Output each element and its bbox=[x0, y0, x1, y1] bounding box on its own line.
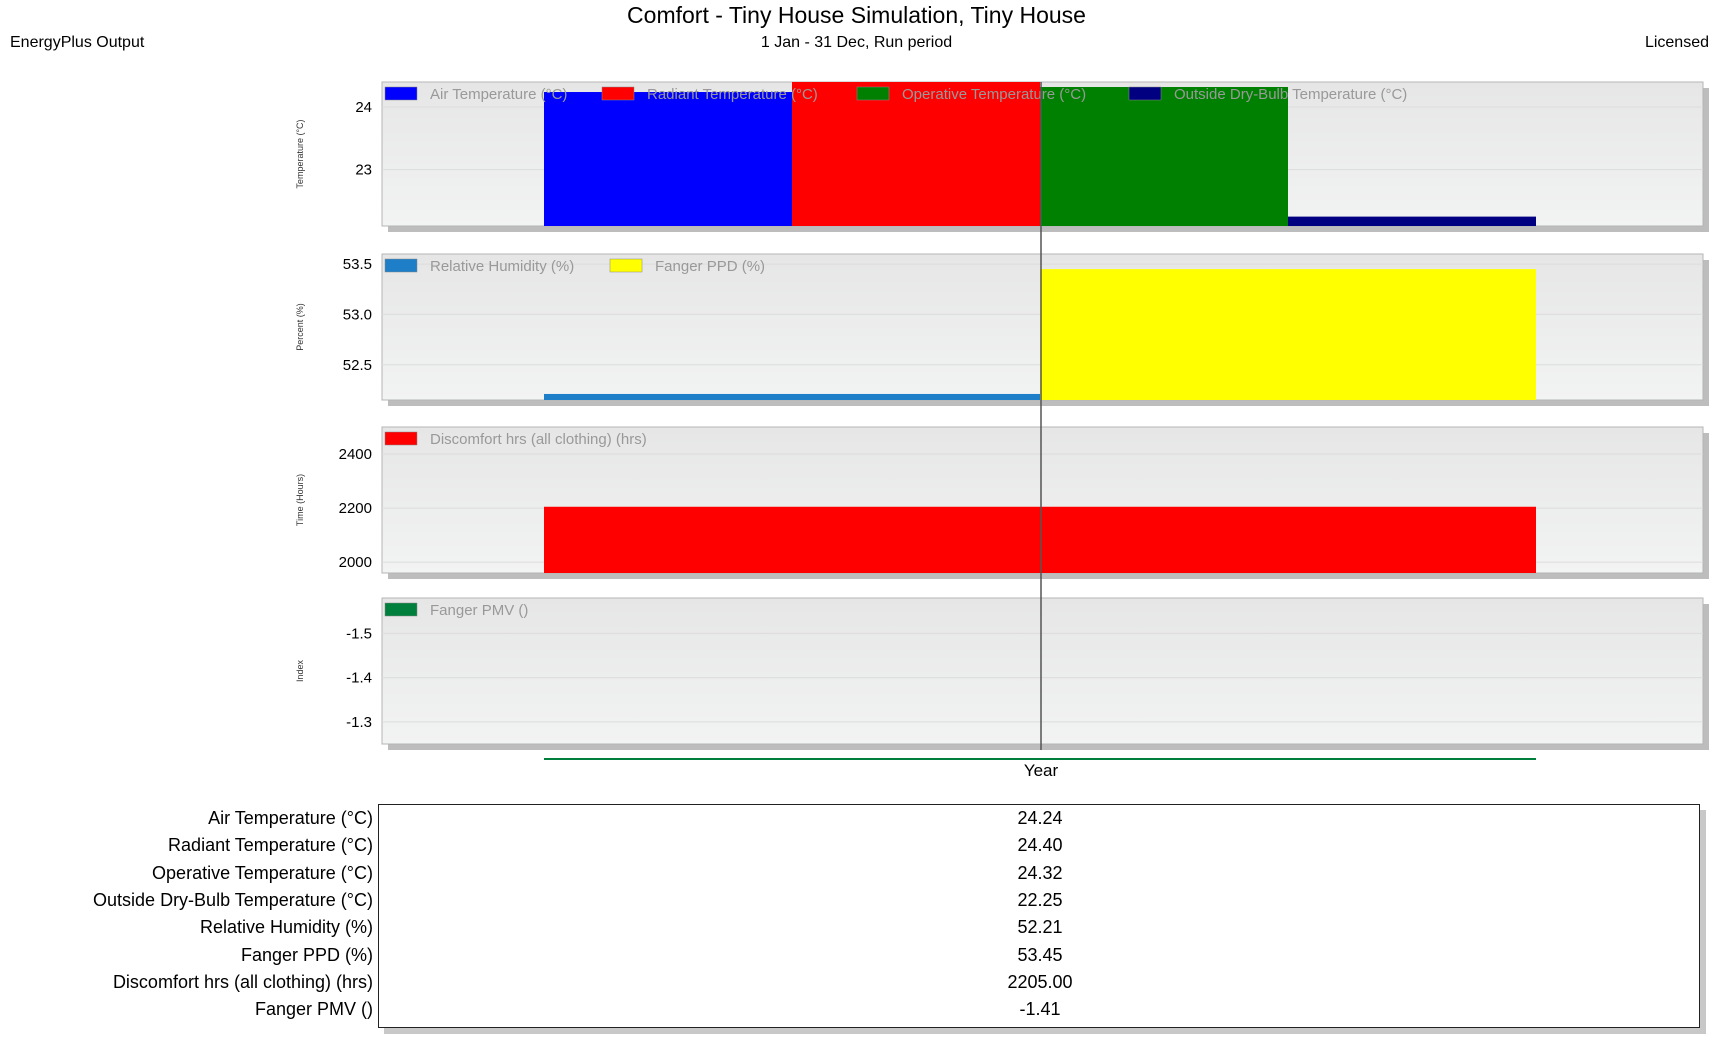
summary-row: Outside Dry-Bulb Temperature (°C) 22.25 bbox=[0, 890, 1713, 917]
summary-label: Operative Temperature (°C) bbox=[152, 862, 373, 883]
plot-area bbox=[381, 597, 1704, 745]
chart-panel-1: 23 24 Temperature (°C) Air Temperature (°C)… bbox=[295, 81, 1709, 232]
legend-swatch bbox=[384, 86, 418, 101]
summary-value: 24.24 bbox=[1017, 808, 1063, 828]
y-axis-label: Percent (%) bbox=[295, 303, 305, 351]
y-tick-label: 23 bbox=[355, 162, 372, 179]
summary-row: Fanger PMV () -1.41 bbox=[0, 999, 1713, 1026]
bar-1 bbox=[544, 92, 792, 226]
summary-row: Air Temperature (°C) 24.24 bbox=[0, 808, 1713, 835]
page-title: Comfort - Tiny House Simulation, Tiny Ho… bbox=[627, 2, 1086, 28]
summary-row: Relative Humidity (%) 52.21 bbox=[0, 917, 1713, 944]
chart-panel-3: 2000 2200 2400 Time (Hours) Discomfort hrs (… bbox=[295, 426, 1709, 579]
legend-swatch bbox=[384, 602, 418, 617]
legend-label: Air Temperature (°C) bbox=[430, 86, 567, 103]
legend-swatch bbox=[601, 86, 635, 101]
summary-value: 22.25 bbox=[1017, 889, 1063, 910]
summary-row: Radiant Temperature (°C) 24.40 bbox=[0, 835, 1713, 862]
license-label: Licensed bbox=[1644, 34, 1709, 51]
legend-label: Operative Temperature (°C) bbox=[902, 86, 1086, 103]
summary-label: Relative Humidity (%) bbox=[199, 917, 373, 938]
page-subtitle: 1 Jan - 31 Dec, Run period bbox=[760, 34, 953, 51]
y-tick-label: -1.4 bbox=[346, 670, 372, 687]
legend-label: Fanger PPD (%) bbox=[655, 258, 765, 275]
summary-value: 53.45 bbox=[1017, 944, 1063, 965]
app-label: EnergyPlus Output bbox=[10, 34, 145, 51]
summary-label: Outside Dry-Bulb Temperature (°C) bbox=[93, 889, 373, 910]
y-tick-label: 52.5 bbox=[343, 357, 372, 374]
summary-label: Fanger PMV () bbox=[254, 999, 373, 1020]
chart-panel-4: -1.3 -1.4 -1.5 Index Fanger PMV () bbox=[295, 597, 1709, 760]
legend-swatch bbox=[384, 431, 418, 446]
y-tick-label: 24 bbox=[355, 99, 372, 116]
summary-label: Discomfort hrs (all clothing) (hrs) bbox=[112, 971, 373, 992]
y-tick-label: -1.5 bbox=[346, 625, 372, 642]
legend-label: Outside Dry-Bulb Temperature (°C) bbox=[1174, 86, 1407, 103]
summary-label: Air Temperature (°C) bbox=[208, 808, 373, 828]
legend-swatch bbox=[609, 258, 643, 273]
legend-swatch bbox=[1128, 86, 1162, 101]
bar-1 bbox=[544, 758, 1536, 760]
y-tick-label: -1.3 bbox=[346, 714, 372, 731]
y-tick-label: 53.0 bbox=[343, 306, 372, 323]
y-tick-label: 53.5 bbox=[343, 256, 372, 273]
summary-row: Fanger PPD (%) 53.45 bbox=[0, 945, 1713, 972]
summary-value: 24.32 bbox=[1017, 862, 1063, 883]
bar-2 bbox=[792, 82, 1040, 226]
summary-value: 24.40 bbox=[1017, 835, 1063, 856]
y-tick-label: 2400 bbox=[339, 446, 372, 463]
legend-label: Relative Humidity (%) bbox=[430, 258, 574, 275]
comfort-charts: 23 24 Temperature (°C) Air Temperature (°C)… bbox=[295, 81, 1709, 780]
summary-row: Operative Temperature (°C) 24.32 bbox=[0, 863, 1713, 890]
summary-row: Discomfort hrs (all clothing) (hrs) 2205.… bbox=[0, 972, 1713, 999]
chart-panel-2: 52.5 53.0 53.5 Percent (%) Relative Humidity… bbox=[295, 253, 1709, 406]
bar-2 bbox=[1040, 269, 1536, 400]
y-axis-label: Temperature (°C) bbox=[295, 119, 305, 188]
bar-1 bbox=[544, 506, 1536, 573]
legend-swatch bbox=[856, 86, 890, 101]
summary-label: Radiant Temperature (°C) bbox=[168, 835, 373, 856]
bar-3 bbox=[1040, 87, 1288, 226]
summary-value: -1.41 bbox=[1019, 999, 1061, 1020]
legend-label: Fanger PMV () bbox=[430, 602, 528, 619]
summary-label: Fanger PPD (%) bbox=[240, 944, 373, 965]
legend-swatch bbox=[384, 258, 418, 273]
legend-label: Discomfort hrs (all clothing) (hrs) bbox=[430, 431, 647, 448]
bar-4 bbox=[1288, 216, 1536, 226]
summary-value: 2205.00 bbox=[1007, 971, 1073, 992]
bar-1 bbox=[544, 393, 1040, 400]
y-tick-label: 2000 bbox=[339, 554, 372, 571]
legend-label: Radiant Temperature (°C) bbox=[647, 86, 818, 103]
y-tick-label: 2200 bbox=[339, 500, 372, 517]
x-axis-label: Year bbox=[1024, 761, 1059, 780]
summary-value: 52.21 bbox=[1017, 917, 1063, 938]
y-axis-label: Index bbox=[295, 659, 305, 682]
summary-table bbox=[378, 804, 1700, 1028]
y-axis-label: Time (Hours) bbox=[295, 474, 305, 526]
